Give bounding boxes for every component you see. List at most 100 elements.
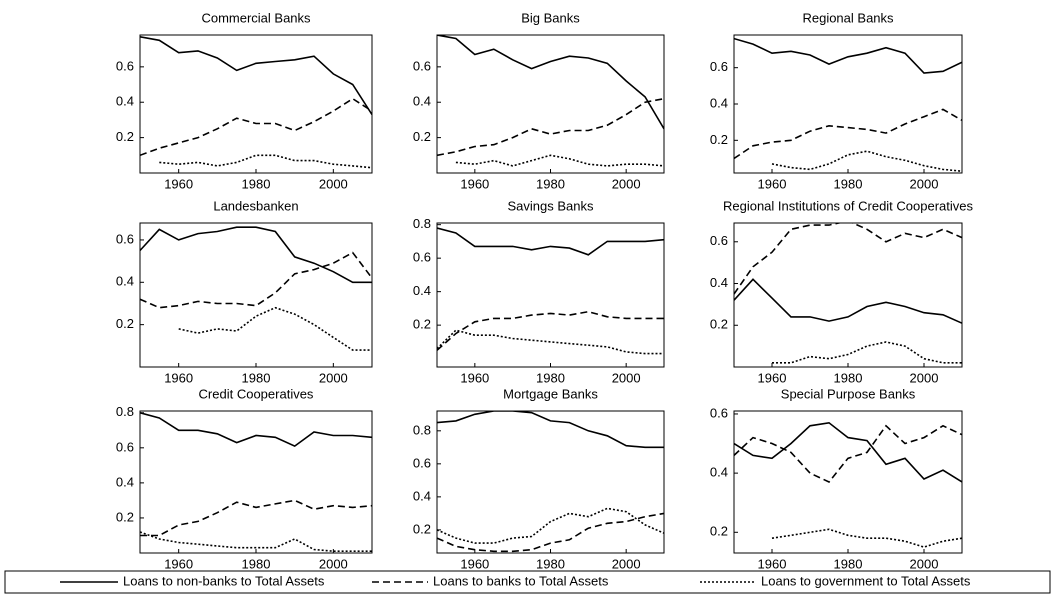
panel-title: Savings Banks (508, 198, 594, 213)
y-tick-label: 0.2 (413, 521, 431, 536)
legend-label: Loans to non-banks to Total Assets (123, 573, 325, 588)
x-tick-label: 1960 (758, 176, 787, 191)
series-line (437, 35, 664, 130)
series-line (734, 108, 962, 160)
series-line (437, 507, 664, 544)
y-tick-label: 0.4 (710, 95, 728, 110)
plot-frame (436, 410, 665, 554)
plot-frame (733, 410, 963, 554)
panel-title: Mortgage Banks (503, 386, 598, 401)
x-tick-label: 2000 (910, 556, 939, 571)
plot-frame (139, 222, 373, 368)
series-line (734, 424, 962, 483)
series-line (455, 154, 664, 167)
panel-title: Credit Cooperatives (199, 386, 314, 401)
y-tick-label: 0.4 (710, 275, 728, 290)
y-tick-label: 0.2 (710, 524, 728, 539)
y-tick-label: 0.4 (116, 94, 134, 109)
y-tick-label: 0.8 (413, 422, 431, 437)
plot-frame (733, 34, 963, 174)
plot-frame (139, 410, 373, 554)
x-tick-label: 2000 (319, 370, 348, 385)
x-tick-label: 2000 (612, 556, 641, 571)
panel-title: Big Banks (521, 10, 580, 25)
legend-box (4, 570, 1051, 594)
panel-title: Special Purpose Banks (781, 386, 916, 401)
y-tick-label: 0.6 (116, 231, 134, 246)
series-line (140, 499, 372, 537)
series-line (771, 528, 962, 548)
x-tick-label: 2000 (910, 176, 939, 191)
x-tick-label: 1980 (834, 176, 863, 191)
series-line (437, 97, 664, 157)
x-tick-label: 1980 (242, 176, 271, 191)
x-tick-label: 1980 (242, 556, 271, 571)
series-line (437, 227, 664, 256)
series-line (772, 341, 962, 364)
series-line (437, 310, 664, 351)
y-tick-label: 0.4 (413, 94, 431, 109)
series-line (734, 278, 962, 324)
legend-label: Loans to government to Total Assets (761, 573, 971, 588)
y-tick-label: 0.2 (116, 129, 134, 144)
panel-title: Regional Banks (802, 10, 894, 25)
y-tick-label: 0.2 (413, 129, 431, 144)
y-tick-label: 0.6 (116, 58, 134, 73)
x-tick-label: 1960 (164, 370, 193, 385)
y-tick-label: 0.2 (116, 316, 134, 331)
series-line (437, 329, 664, 355)
y-tick-label: 0.6 (413, 455, 431, 470)
panel-title: Commercial Banks (201, 10, 311, 25)
x-tick-label: 1980 (536, 370, 565, 385)
series-line (437, 512, 664, 553)
series-line (140, 226, 372, 284)
x-tick-label: 1980 (242, 370, 271, 385)
y-tick-label: 0.8 (413, 216, 431, 231)
y-tick-label: 0.6 (710, 405, 728, 420)
series-line (140, 97, 372, 157)
y-tick-label: 0.4 (413, 488, 431, 503)
x-tick-label: 1980 (834, 370, 863, 385)
y-tick-label: 0.6 (710, 233, 728, 248)
series-line (771, 150, 962, 172)
y-tick-label: 0.4 (116, 274, 134, 289)
x-tick-label: 2000 (612, 370, 641, 385)
series-line (140, 531, 372, 552)
y-tick-label: 0.6 (710, 59, 728, 74)
x-tick-label: 1980 (536, 556, 565, 571)
y-tick-label: 0.4 (413, 283, 431, 298)
y-tick-label: 0.2 (413, 317, 431, 332)
x-tick-label: 1980 (536, 176, 565, 191)
x-tick-label: 1960 (164, 176, 193, 191)
series-line (734, 223, 962, 295)
series-line (140, 36, 372, 116)
series-line (140, 251, 372, 309)
y-tick-label: 0.4 (116, 474, 134, 489)
y-tick-label: 0.6 (413, 58, 431, 73)
y-tick-label: 0.8 (116, 404, 134, 419)
legend-label: Loans to banks to Total Assets (433, 573, 609, 588)
x-tick-label: 1960 (460, 176, 489, 191)
y-tick-label: 0.4 (710, 465, 728, 480)
series-line (734, 37, 962, 74)
y-tick-label: 0.6 (116, 439, 134, 454)
series-line (159, 154, 372, 169)
x-tick-label: 1960 (460, 556, 489, 571)
x-tick-label: 2000 (319, 176, 348, 191)
y-tick-label: 0.2 (710, 317, 728, 332)
x-tick-label: 1960 (758, 370, 787, 385)
x-tick-label: 2000 (612, 176, 641, 191)
x-tick-label: 1960 (460, 370, 489, 385)
y-tick-label: 0.6 (413, 250, 431, 265)
x-tick-label: 2000 (319, 556, 348, 571)
y-tick-label: 0.2 (116, 509, 134, 524)
x-tick-label: 2000 (910, 370, 939, 385)
series-line (140, 412, 372, 448)
series-line (178, 306, 372, 351)
x-tick-label: 1980 (834, 556, 863, 571)
series-line (734, 421, 962, 483)
panel-title: Regional Institutions of Credit Cooperat… (723, 198, 974, 213)
x-tick-label: 1960 (164, 556, 193, 571)
plot-frame (436, 34, 665, 174)
